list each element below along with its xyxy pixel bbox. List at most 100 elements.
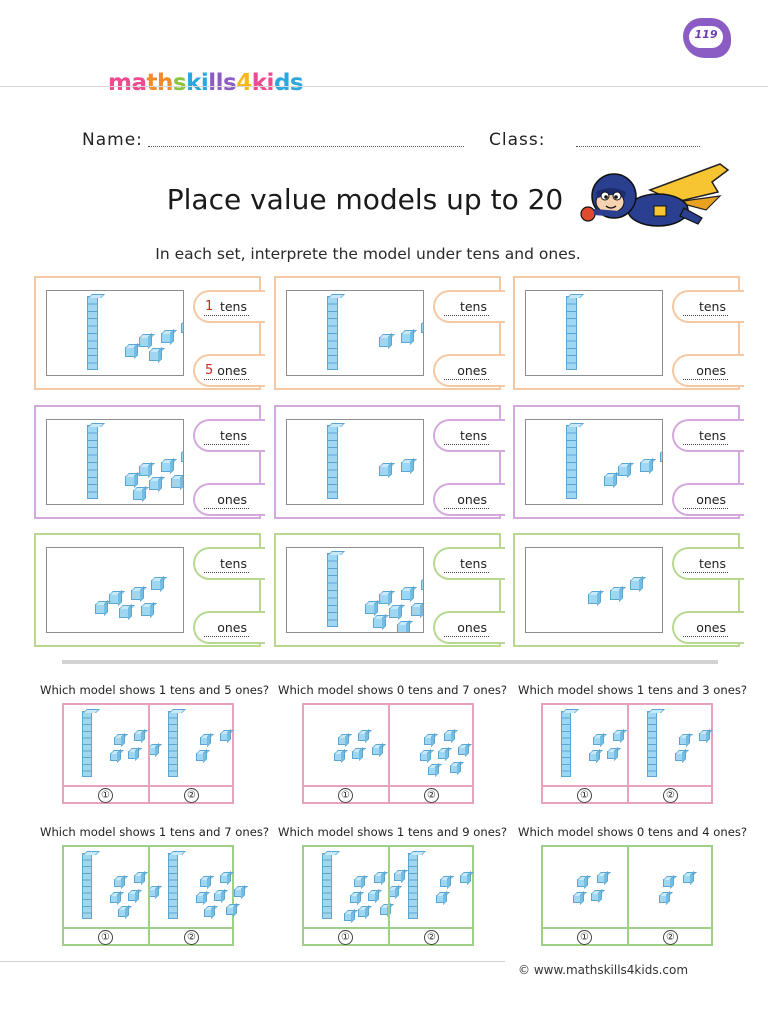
ones-answer-field[interactable]: ones [672,483,744,516]
answer-line [683,444,728,445]
ones-answer-field[interactable]: ones [433,354,505,387]
unit-cube [125,347,135,357]
ones-answer-field[interactable]: ones [433,483,505,516]
option-2-circle[interactable]: ② [663,788,678,803]
unit-cube [149,351,159,361]
ones-answer-field[interactable]: ones [672,611,744,644]
unit-cube [114,879,122,887]
tens-answer-value: 1 [205,299,214,314]
unit-cube [352,751,360,759]
option-1-circle[interactable]: ① [577,788,592,803]
option-separator [388,847,390,944]
answer-line [444,508,489,509]
model-option-1 [304,847,402,927]
unit-cube [114,737,122,745]
ones-answer-field[interactable]: ones [672,354,744,387]
tens-label: tens [698,556,726,571]
base-ten-model [525,290,663,376]
ones-answer-field[interactable]: ones [193,611,265,644]
name-field[interactable] [148,146,464,147]
place-value-card: 1 tens 5 ones [34,276,265,390]
unit-cube [438,751,446,759]
name-label: Name: [82,130,143,150]
page-number-badge: 119 [683,18,731,58]
unit-cube [220,875,228,883]
question-text: Which model shows 1 tens and 3 ones? [518,683,748,697]
unit-cube [128,893,136,901]
base-ten-model [46,419,184,505]
unit-cube [139,466,149,476]
unit-cube [149,480,159,490]
option-2-circle[interactable]: ② [184,788,199,803]
unit-cube [411,606,421,616]
unit-cube [610,590,620,600]
option-2-circle[interactable]: ② [663,930,678,945]
option-1-circle[interactable]: ① [577,930,592,945]
tens-answer-field[interactable]: tens [672,547,744,580]
unit-cube [134,875,142,883]
base-ten-model [286,290,424,376]
option-1-circle[interactable]: ① [338,930,353,945]
unit-cube [365,604,375,614]
ones-label: ones [457,363,487,378]
model-option-1 [64,847,156,927]
tens-answer-field[interactable]: tens [433,547,505,580]
answer-line [444,315,489,316]
unit-cube [401,333,411,343]
unit-cube [350,895,358,903]
page-title: Place value models up to 20 [166,183,564,216]
section-divider [62,660,718,664]
unit-cube [204,909,212,917]
option-2-circle[interactable]: ② [424,930,439,945]
ones-answer-field[interactable]: ones [433,611,505,644]
tens-answer-field[interactable]: tens [433,419,505,452]
unit-cube [604,476,614,486]
unit-cube [334,753,342,761]
unit-cube [200,879,208,887]
unit-cube [131,590,141,600]
ten-rod [87,296,98,370]
answer-line [204,444,249,445]
footer-divider [0,961,505,962]
unit-cube [161,333,171,343]
tens-answer-field[interactable]: tens [672,419,744,452]
ones-label: ones [217,620,247,635]
option-1-circle[interactable]: ① [98,930,113,945]
class-field[interactable] [576,146,700,147]
place-value-card: tens ones [274,405,505,519]
unit-cube [683,875,691,883]
ten-rod [561,711,571,777]
tens-answer-field[interactable]: tens [672,290,744,323]
tens-answer-field[interactable]: 1 tens [193,290,265,323]
unit-cube [118,909,126,917]
unit-cube [679,737,687,745]
answer-line [683,315,728,316]
ones-answer-field[interactable]: ones [193,483,265,516]
option-1-circle[interactable]: ① [338,788,353,803]
place-value-card: tens ones [513,276,744,390]
model-option-2 [390,847,474,927]
unit-cube [460,875,468,883]
unit-cube [119,608,129,618]
class-label: Class: [489,130,546,150]
option-1-circle[interactable]: ① [98,788,113,803]
ten-rod [168,711,178,777]
unit-cube [450,765,458,773]
unit-cube [597,875,605,883]
tens-answer-field[interactable]: tens [193,419,265,452]
unit-cube [196,753,204,761]
base-ten-model [286,419,424,505]
unit-cube [428,767,436,775]
unit-cube [226,907,234,915]
option-2-circle[interactable]: ② [424,788,439,803]
unit-cube [141,606,151,616]
tens-answer-field[interactable]: tens [433,290,505,323]
ones-answer-field[interactable]: 5 ones [193,354,265,387]
tens-answer-field[interactable]: tens [193,547,265,580]
option-2-circle[interactable]: ② [184,930,199,945]
unit-cube [640,462,650,472]
model-option-1 [543,847,627,927]
unit-cube [181,452,183,462]
answer-line [204,572,249,573]
